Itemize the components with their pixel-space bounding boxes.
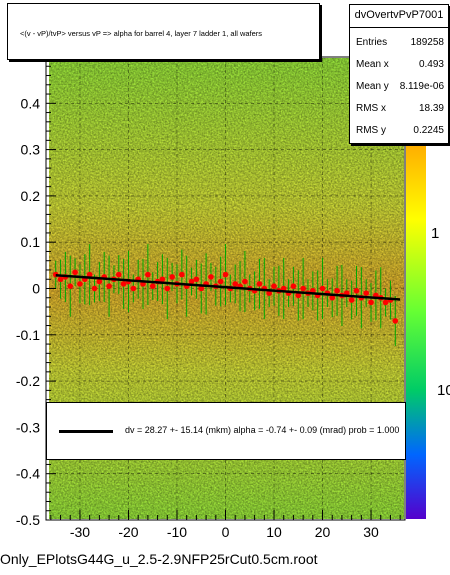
x-tick-label: -10 — [167, 524, 187, 540]
profile-point — [271, 283, 277, 289]
profile-point — [169, 274, 175, 280]
profile-point — [329, 294, 336, 301]
colorbar-label-10: 10 — [437, 382, 450, 399]
x-tick-label: -20 — [118, 524, 138, 540]
profile-point — [256, 281, 263, 287]
x-tick-label: 10 — [266, 524, 282, 540]
stat-row-entries: Entries 189258 — [356, 37, 444, 48]
stat-row-mean-y: Mean y 8.119e-06 — [356, 81, 444, 92]
profile-point — [363, 290, 369, 296]
profile-point — [319, 285, 326, 292]
profile-point — [222, 271, 229, 278]
profile-point — [353, 288, 360, 294]
profile-point — [145, 271, 151, 278]
fit-line — [55, 273, 401, 301]
profile-point — [149, 283, 156, 289]
profile-point — [115, 271, 122, 278]
y-tick-label: -0.2 — [16, 373, 40, 389]
x-tick-label: -30 — [70, 524, 90, 540]
y-tick-label: -0.3 — [16, 419, 40, 435]
fit — [55, 273, 401, 301]
chart-title: <(v - vP)/tvP> versus vP => alpha for ba… — [20, 29, 263, 38]
x-tick-label: 30 — [363, 524, 379, 540]
y-tick-label: -0.4 — [16, 466, 40, 482]
file-label: Only_EPlotsG44G_u_2.5-2.9NFP25rCut0.5cm.… — [0, 551, 318, 567]
profile-point — [164, 285, 171, 292]
y-tick-label: 0.4 — [21, 95, 41, 111]
profile-point — [217, 278, 224, 285]
colorbar-gradient — [406, 58, 426, 519]
profile-point — [96, 278, 103, 285]
profile-point — [198, 285, 205, 292]
profile-point — [188, 278, 195, 285]
profile-point — [159, 276, 166, 283]
fit-legend-box: dv = 28.27 +- 15.14 (mkm) alpha = -0.74 … — [46, 402, 406, 460]
profile-point — [382, 299, 389, 306]
profile-point — [392, 318, 399, 324]
profile-point — [86, 271, 93, 278]
title-box: <(v - vP)/tvP> versus vP => alpha for ba… — [7, 3, 320, 60]
stat-value: 0.2245 — [413, 125, 444, 136]
x-tick-label: 20 — [315, 524, 331, 540]
y-tick-label: -0.5 — [16, 512, 40, 528]
profile-point — [368, 299, 374, 306]
y-tick-label: -0.1 — [16, 327, 40, 343]
y-tick-label: 0 — [32, 281, 40, 297]
profile-point — [280, 285, 287, 292]
stats-name: dvOvertvPvP7001 — [354, 9, 444, 21]
stat-value: 189258 — [410, 37, 444, 48]
stats-box: dvOvertvPvP7001 Entries 189258 Mean x 0.… — [349, 4, 449, 144]
stat-label: Mean y — [356, 81, 389, 92]
y-tick-label: 0.2 — [21, 188, 41, 204]
profile-point — [130, 285, 137, 292]
profile-point — [295, 292, 302, 299]
stat-row-rms-x: RMS x 18.39 — [356, 103, 444, 114]
axes: -30 -20 -10 0 10 20 30 -0.5 -0.4 -0.3 -0.2 -0.1 0 0.1… — [16, 49, 401, 540]
stat-value: 18.39 — [418, 103, 444, 114]
profile-point — [193, 276, 200, 283]
profile-point — [57, 276, 64, 283]
profile-point — [208, 274, 214, 280]
profile-point — [106, 283, 112, 289]
profile-point — [179, 271, 185, 278]
profile-point — [120, 281, 127, 287]
y-tick-label: 0.3 — [21, 142, 41, 158]
y-tick-label: 0.1 — [21, 234, 41, 250]
stats-separator — [350, 27, 448, 28]
stat-value: 8.119e-06 — [399, 81, 444, 92]
stat-label: Entries — [356, 37, 388, 48]
profile-point — [91, 285, 98, 292]
stat-row-mean-x: Mean x 0.493 — [356, 59, 444, 70]
profile-point — [334, 288, 340, 294]
colorbar-label-1: 1 — [431, 225, 439, 242]
stat-row-rms-y: RMS y 0.2245 — [356, 125, 444, 136]
stat-label: Mean x — [356, 59, 389, 70]
profile-point — [300, 285, 306, 292]
stat-label: RMS y — [356, 125, 386, 136]
fit-legend-line — [59, 430, 113, 433]
profile-point — [77, 281, 83, 287]
profile-point — [348, 297, 355, 303]
profile-point — [242, 278, 248, 285]
profile-point — [67, 283, 74, 289]
fit-legend-text: dv = 28.27 +- 15.14 (mkm) alpha = -0.74 … — [125, 425, 400, 435]
stat-value: 0.493 — [418, 59, 444, 70]
colorbar: 1 10 — [406, 58, 450, 519]
profile-point — [290, 283, 297, 289]
profile-point — [232, 281, 239, 287]
profile-point — [266, 290, 272, 296]
x-tick-label: 0 — [222, 524, 230, 540]
profile-point — [72, 269, 78, 276]
stat-label: RMS x — [356, 103, 386, 114]
